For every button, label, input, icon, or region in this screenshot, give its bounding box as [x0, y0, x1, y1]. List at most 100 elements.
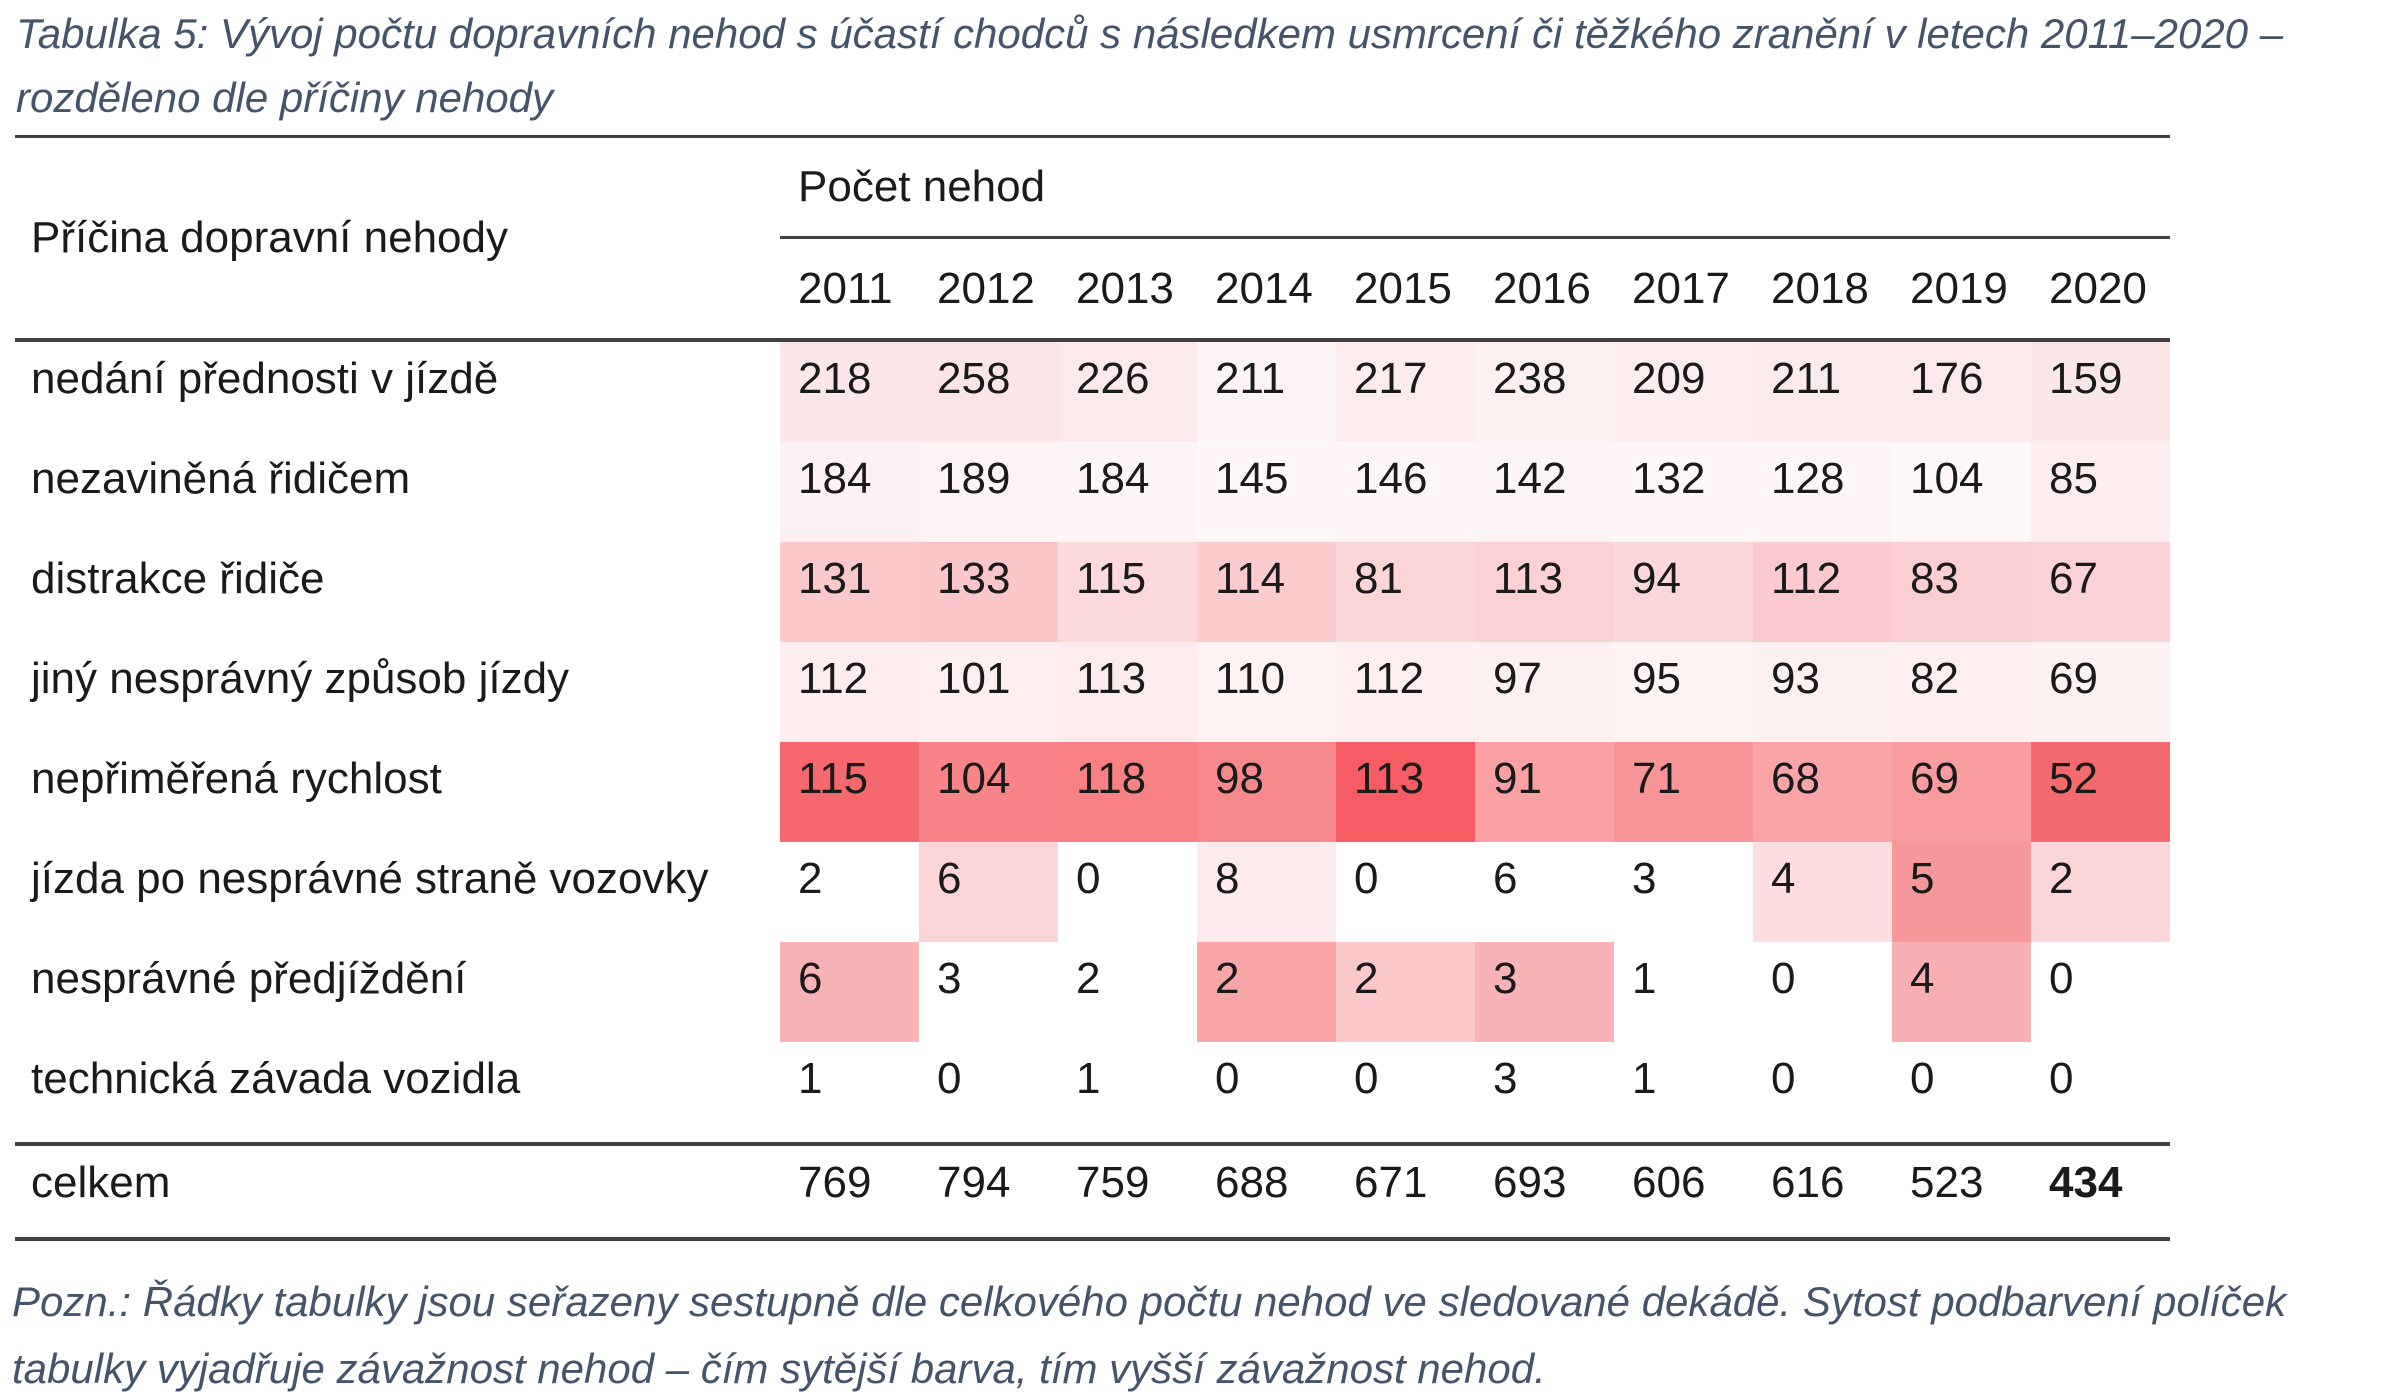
table-cell: 226	[1058, 342, 1197, 442]
table-cell: 2	[1058, 942, 1197, 1042]
table-cell: 2	[780, 842, 919, 942]
table-cell: 0	[1753, 1042, 1892, 1142]
table-cell: 112	[780, 642, 919, 742]
table-cell: 91	[1475, 742, 1614, 842]
table-cell: 3	[1475, 1042, 1614, 1142]
table-cell: 184	[780, 442, 919, 542]
table-footnote: Pozn.: Řádky tabulky jsou seřazeny sestu…	[12, 1278, 2287, 1392]
year-header: 2012	[937, 263, 1035, 313]
data-table: Příčina dopravní nehody Počet nehod 2011…	[15, 135, 2170, 1241]
table-cell: 52	[2031, 742, 2170, 842]
total-cell: 688	[1215, 1158, 1289, 1207]
table-cell: 2	[1197, 942, 1336, 1042]
table-cell: 113	[1336, 742, 1475, 842]
table-cell: 1	[1614, 1042, 1753, 1142]
table-cell: 6	[1475, 842, 1614, 942]
table-cell: 133	[919, 542, 1058, 642]
table-cell: 8	[1197, 842, 1336, 942]
year-header: 2014	[1215, 263, 1313, 313]
table-cell: 0	[1753, 942, 1892, 1042]
total-cell: 434	[2049, 1158, 2123, 1207]
table-cell: 68	[1753, 742, 1892, 842]
table-cell: 95	[1614, 642, 1753, 742]
table-cell: 258	[919, 342, 1058, 442]
table-cell: 6	[780, 942, 919, 1042]
table-cell: 0	[2031, 942, 2170, 1042]
total-cell: 606	[1632, 1158, 1706, 1207]
table-cell: 142	[1475, 442, 1614, 542]
row-label: technická závada vozidla	[15, 1042, 780, 1142]
year-header: 2015	[1354, 263, 1452, 313]
table-cell: 69	[2031, 642, 2170, 742]
table-body: nedání přednosti v jízdě 218 258 226 211 217 2…	[15, 342, 2170, 1142]
row-label: jízda po nesprávné straně vozovky	[15, 842, 780, 942]
table-cell: 0	[1197, 1042, 1336, 1142]
table-cell: 209	[1614, 342, 1753, 442]
table-cell: 3	[919, 942, 1058, 1042]
year-header: 2017	[1632, 263, 1730, 313]
table-cell: 0	[1336, 1042, 1475, 1142]
table-header: Příčina dopravní nehody Počet nehod 2011…	[15, 135, 2170, 342]
total-cell: 693	[1493, 1158, 1567, 1207]
table-caption: Tabulka 5: Vývoj počtu dopravních nehod …	[16, 10, 2284, 121]
table-cell: 159	[2031, 342, 2170, 442]
table-cell: 114	[1197, 542, 1336, 642]
table-total-row: celkem 769 794 759 688 671 693 606 616 523 434	[15, 1142, 2170, 1241]
table-cell: 69	[1892, 742, 2031, 842]
table-cell: 0	[919, 1042, 1058, 1142]
total-cell: 523	[1910, 1158, 1984, 1207]
year-header: 2019	[1910, 263, 2008, 313]
table-cell: 85	[2031, 442, 2170, 542]
table-cell: 3	[1614, 842, 1753, 942]
table-cell: 218	[780, 342, 919, 442]
table-cell: 104	[919, 742, 1058, 842]
table-cell: 94	[1614, 542, 1753, 642]
row-label: nepřiměřená rychlost	[15, 742, 780, 842]
table-cell: 97	[1475, 642, 1614, 742]
table-cell: 189	[919, 442, 1058, 542]
total-row-label: celkem	[15, 1146, 780, 1237]
year-header: 2013	[1076, 263, 1174, 313]
table-cell: 112	[1753, 542, 1892, 642]
table-cell: 3	[1475, 942, 1614, 1042]
table-cell: 238	[1475, 342, 1614, 442]
row-label: nezaviněná řidičem	[15, 442, 780, 542]
table-cell: 131	[780, 542, 919, 642]
table-cell: 2	[2031, 842, 2170, 942]
table-cell: 0	[1058, 842, 1197, 942]
table-cell: 93	[1753, 642, 1892, 742]
table-cell: 211	[1197, 342, 1336, 442]
table-cell: 83	[1892, 542, 2031, 642]
total-cell: 769	[798, 1158, 872, 1207]
count-group-header: Počet nehod	[780, 138, 2170, 239]
table-cell: 110	[1197, 642, 1336, 742]
year-header: 2018	[1771, 263, 1869, 313]
table-cell: 113	[1475, 542, 1614, 642]
table-cell: 118	[1058, 742, 1197, 842]
table-cell: 115	[1058, 542, 1197, 642]
table-cell: 0	[2031, 1042, 2170, 1142]
total-cell: 794	[937, 1158, 1011, 1207]
table-cell: 184	[1058, 442, 1197, 542]
table-cell: 98	[1197, 742, 1336, 842]
year-header: 2016	[1493, 263, 1591, 313]
table-cell: 1	[1058, 1042, 1197, 1142]
table-cell: 81	[1336, 542, 1475, 642]
table-cell: 0	[1892, 1042, 2031, 1142]
table-cell: 0	[1336, 842, 1475, 942]
table-cell: 2	[1336, 942, 1475, 1042]
table-cell: 217	[1336, 342, 1475, 442]
total-cell: 671	[1354, 1158, 1428, 1207]
table-cell: 115	[780, 742, 919, 842]
table-cell: 176	[1892, 342, 2031, 442]
year-header: 2020	[2049, 263, 2147, 313]
table-cell: 113	[1058, 642, 1197, 742]
table-cell: 82	[1892, 642, 2031, 742]
table-cell: 145	[1197, 442, 1336, 542]
cause-column-header: Příčina dopravní nehody	[31, 213, 508, 262]
table-cell: 132	[1614, 442, 1753, 542]
row-label: distrakce řidiče	[15, 542, 780, 642]
table-cell: 67	[2031, 542, 2170, 642]
total-cell: 616	[1771, 1158, 1845, 1207]
